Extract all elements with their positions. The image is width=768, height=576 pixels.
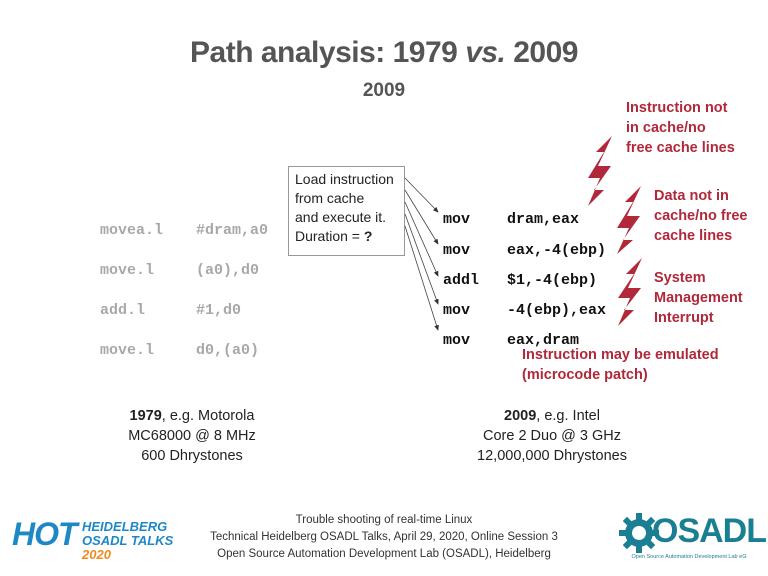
code-line-args: dram,eax bbox=[507, 211, 580, 228]
code-line: move.l bbox=[100, 342, 155, 359]
slide-title: Path analysis: 1979 vs. 2009 bbox=[190, 36, 578, 69]
code-line: add.l bbox=[100, 302, 146, 319]
desc-1979: 1979, e.g. Motorola MC68000 @ 8 MHz 600 … bbox=[128, 408, 256, 464]
slide-subtitle: 2009 bbox=[362, 80, 406, 101]
code-line-args: eax,-4(ebp) bbox=[507, 242, 607, 259]
pointer-line-4 bbox=[404, 213, 439, 305]
code-line-args: d0,(a0) bbox=[196, 342, 260, 359]
event-cache-miss-data: Data not in cache/no free cache lines bbox=[654, 188, 748, 244]
callout-line: from cache bbox=[295, 190, 365, 206]
callout-line: and execute it. bbox=[295, 209, 387, 225]
hot-logo: HOT HEIDELBERG OSADL TALKS 2020 bbox=[12, 516, 174, 562]
pointer-lines bbox=[404, 177, 439, 331]
event-smi: System Management Interrupt bbox=[654, 270, 743, 326]
code-line: mov bbox=[443, 211, 471, 228]
code-line-args: (a0),d0 bbox=[196, 262, 260, 279]
code-line-args: $1,-4(ebp) bbox=[507, 272, 598, 289]
callout-box: Load instruction from cache and execute … bbox=[288, 166, 405, 256]
desc-2009: 2009, e.g. Intel Core 2 Duo @ 3 GHz 12,0… bbox=[477, 408, 627, 464]
code-line: movea.l bbox=[100, 222, 164, 239]
lightning-bolt-icon bbox=[588, 136, 612, 206]
code-line-args: #1,d0 bbox=[196, 302, 242, 319]
code-line: mov bbox=[443, 332, 471, 349]
pointer-line-5 bbox=[404, 225, 439, 331]
osadl-logo: OSADL Open Source Automation Development… bbox=[618, 508, 767, 566]
callout-line: Load instruction bbox=[295, 171, 394, 187]
lightning-bolt-icon bbox=[617, 186, 641, 254]
pointer-line-2 bbox=[404, 189, 439, 245]
lightning-bolt-icon bbox=[618, 258, 642, 326]
footer-text: Trouble shooting of real-time Linux Tech… bbox=[210, 514, 558, 560]
gear-icon bbox=[619, 513, 659, 553]
callout-line: Duration = ? bbox=[295, 228, 373, 244]
code-line: mov bbox=[443, 242, 471, 259]
code-line: move.l bbox=[100, 262, 155, 279]
code-line: addl bbox=[443, 272, 480, 289]
code-line-args: -4(ebp),eax bbox=[507, 302, 607, 319]
code-line-args: eax,dram bbox=[507, 332, 580, 349]
code-line-args: #dram,a0 bbox=[196, 222, 269, 239]
event-cache-miss-instruction: Instruction not in cache/no free cache lin… bbox=[626, 100, 735, 156]
event-microcode: Instruction may be emulated (microcode pa… bbox=[522, 347, 719, 383]
code-line: mov bbox=[443, 302, 471, 319]
pointer-line-3 bbox=[404, 201, 439, 277]
pointer-line-1 bbox=[404, 177, 439, 213]
